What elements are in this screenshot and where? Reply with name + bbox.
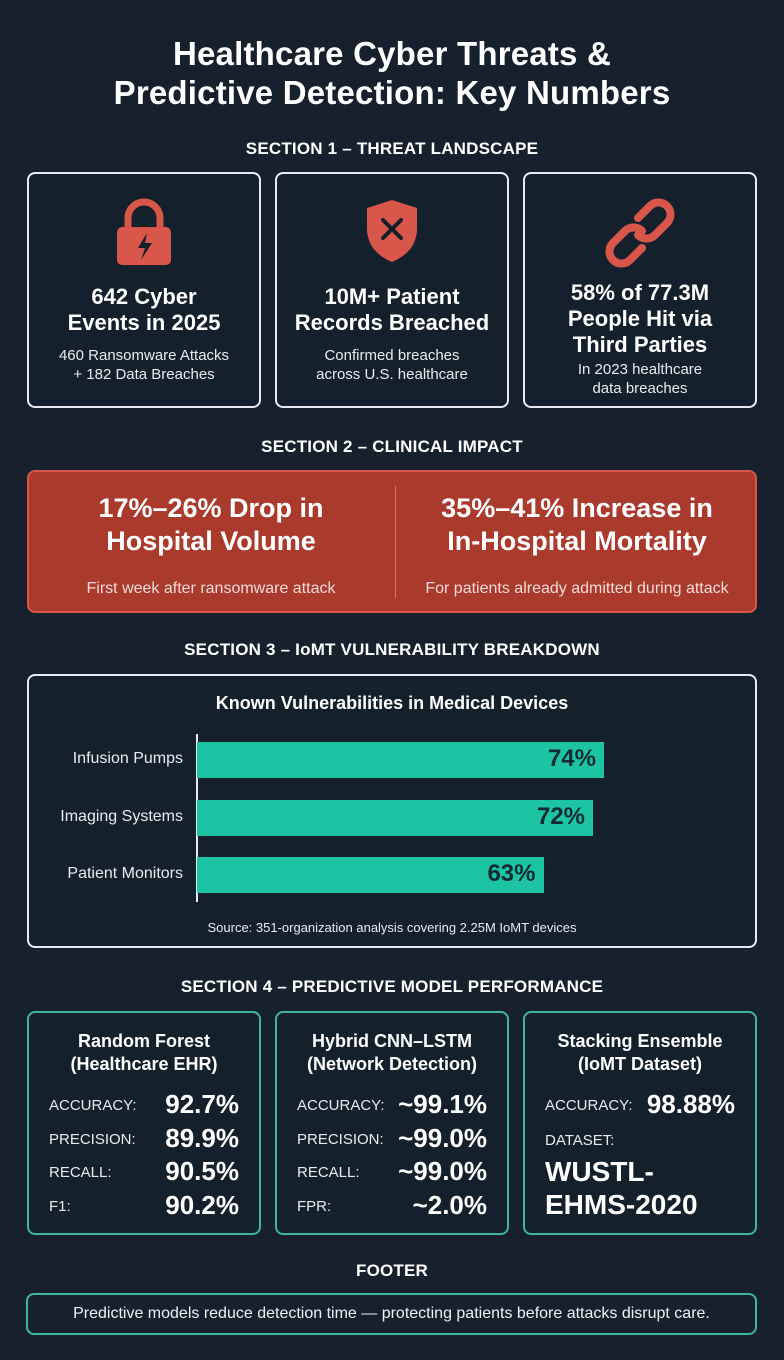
model-card-stacking-ensemble: Stacking Ensemble (IoMT Dataset) ACCURAC… <box>523 1011 757 1235</box>
impact-subtext: First week after ransomware attack <box>86 580 336 597</box>
metric-value: 89.9% <box>165 1123 239 1153</box>
chain-link-icon <box>525 198 755 268</box>
stat-sub-line: Confirmed breaches <box>324 347 460 364</box>
metric-row: PRECISION: ~99.0% <box>297 1123 487 1153</box>
model-card-random-forest: Random Forest (Healthcare EHR) ACCURACY:… <box>27 1011 261 1235</box>
impact-main-line: Hospital Volume <box>106 526 316 556</box>
stat-main-line: Third Parties <box>572 332 708 357</box>
lock-icon <box>29 198 259 268</box>
bar-category-label: Imaging Systems <box>60 808 183 825</box>
bar-value-label: 74% <box>547 745 596 772</box>
model-title-line: Random Forest <box>77 1031 210 1051</box>
model-title-line: (IoMT Dataset) <box>577 1054 702 1074</box>
impact-main-line: In-Hospital Mortality <box>447 526 707 556</box>
metric-row: ACCURACY: ~99.1% <box>297 1089 487 1119</box>
bar-value-label: 63% <box>487 860 536 887</box>
stat-main-line: 58% of 77.3M <box>570 280 710 305</box>
model-title-line: Stacking Ensemble <box>557 1031 723 1051</box>
impact-mortality-increase: 35%–41% Increase in In-Hospital Mortalit… <box>395 492 759 598</box>
chart-bar <box>197 742 604 778</box>
section-4-heading: SECTION 4 – PREDICTIVE MODEL PERFORMANCE <box>180 977 604 996</box>
chart-title: Known Vulnerabilities in Medical Devices <box>215 693 569 713</box>
metric-value: 92.7% <box>165 1089 239 1119</box>
model-title-line: (Network Detection) <box>306 1054 477 1074</box>
vulnerability-chart-card: Known Vulnerabilities in Medical Devices… <box>27 674 757 948</box>
section-2-heading: SECTION 2 – CLINICAL IMPACT <box>261 437 523 456</box>
stat-main-line: 10M+ Patient <box>324 284 460 309</box>
impact-main-line: 35%–41% Increase in <box>441 493 713 523</box>
stat-card-records-breached: 10M+ Patient Records Breached Confirmed … <box>275 172 509 408</box>
metric-label: PRECISION: <box>297 1131 384 1148</box>
metric-label: FPR: <box>297 1198 332 1215</box>
dataset-label: DATASET: <box>545 1132 615 1149</box>
stat-sub-line: data breaches <box>592 380 688 397</box>
metric-row: ACCURACY: 98.88% <box>545 1089 735 1119</box>
metric-value: ~99.0% <box>398 1156 487 1186</box>
dataset-name: WUSTL- EHMS-2020 <box>545 1155 698 1221</box>
metric-value: 98.88% <box>646 1089 735 1119</box>
chart-bar <box>197 800 593 836</box>
title-line-1: Healthcare Cyber Threats & <box>172 35 612 72</box>
stat-card-cyber-events: 642 Cyber Events in 2025 460 Ransomware … <box>27 172 261 408</box>
bar-category-label: Infusion Pumps <box>72 750 183 767</box>
stat-sub-line: 460 Ransomware Attacks <box>58 347 230 364</box>
metric-value: ~99.0% <box>398 1123 487 1153</box>
impact-main-line: 17%–26% Drop in <box>98 493 324 523</box>
metric-label: ACCURACY: <box>49 1097 137 1114</box>
model-title-line: (Healthcare EHR) <box>70 1054 218 1074</box>
model-title-line: Hybrid CNN–LSTM <box>311 1031 472 1051</box>
bar-category-label: Patient Monitors <box>67 865 183 882</box>
metric-label: ACCURACY: <box>297 1097 385 1114</box>
metric-value: ~99.1% <box>398 1089 487 1119</box>
stat-sub-line: + 182 Data Breaches <box>73 366 215 383</box>
section-1-heading: SECTION 1 – THREAT LANDSCAPE <box>245 139 539 158</box>
impact-volume-drop: 17%–26% Drop in Hospital Volume First we… <box>29 492 393 598</box>
model-card-cnn-lstm: Hybrid CNN–LSTM (Network Detection) ACCU… <box>275 1011 509 1235</box>
metric-row: F1: 90.2% <box>49 1190 239 1220</box>
chart-source: Source: 351-organization analysis coveri… <box>207 920 577 935</box>
stat-main-line: 642 Cyber <box>91 284 197 309</box>
metric-label: PRECISION: <box>49 1131 136 1148</box>
shield-x-icon <box>277 198 507 268</box>
dataset-name-line: EHMS-2020 <box>545 1189 698 1220</box>
metric-value: ~2.0% <box>412 1190 487 1220</box>
metric-row: RECALL: 90.5% <box>49 1156 239 1186</box>
bar-value-label: 72% <box>536 803 585 830</box>
stat-main-line: People Hit via <box>567 306 713 331</box>
stat-card-third-parties: 58% of 77.3M People Hit via Third Partie… <box>523 172 757 408</box>
metric-row: FPR: ~2.0% <box>297 1190 487 1220</box>
footer-message: Predictive models reduce detection time … <box>26 1293 757 1335</box>
metric-label: RECALL: <box>297 1164 360 1181</box>
impact-subtext: For patients already admitted during att… <box>425 580 729 597</box>
section-3-heading: SECTION 3 – IoMT VULNERABILITY BREAKDOWN <box>184 640 600 659</box>
dataset-name-line: WUSTL- <box>545 1156 654 1187</box>
metric-value: 90.2% <box>165 1190 239 1220</box>
metric-label: RECALL: <box>49 1164 112 1181</box>
metric-row: RECALL: ~99.0% <box>297 1156 487 1186</box>
footer-heading: FOOTER <box>355 1261 429 1280</box>
stat-sub-line: In 2023 healthcare <box>577 361 703 378</box>
metric-label: F1: <box>49 1198 71 1215</box>
metric-row: PRECISION: 89.9% <box>49 1123 239 1153</box>
impact-divider <box>395 486 396 598</box>
metric-value: 90.5% <box>165 1156 239 1186</box>
metric-label: ACCURACY: <box>545 1097 633 1114</box>
clinical-impact-panel: 17%–26% Drop in Hospital Volume First we… <box>27 470 757 613</box>
stat-sub-line: across U.S. healthcare <box>316 366 468 383</box>
stat-main-line: Records Breached <box>294 310 490 335</box>
metric-row: ACCURACY: 92.7% <box>49 1089 239 1119</box>
chart-bar <box>197 857 544 893</box>
stat-main-line: Events in 2025 <box>67 310 221 335</box>
page-title: Healthcare Cyber Threats & Predictive De… <box>0 34 784 112</box>
title-line-2: Predictive Detection: Key Numbers <box>113 74 671 111</box>
